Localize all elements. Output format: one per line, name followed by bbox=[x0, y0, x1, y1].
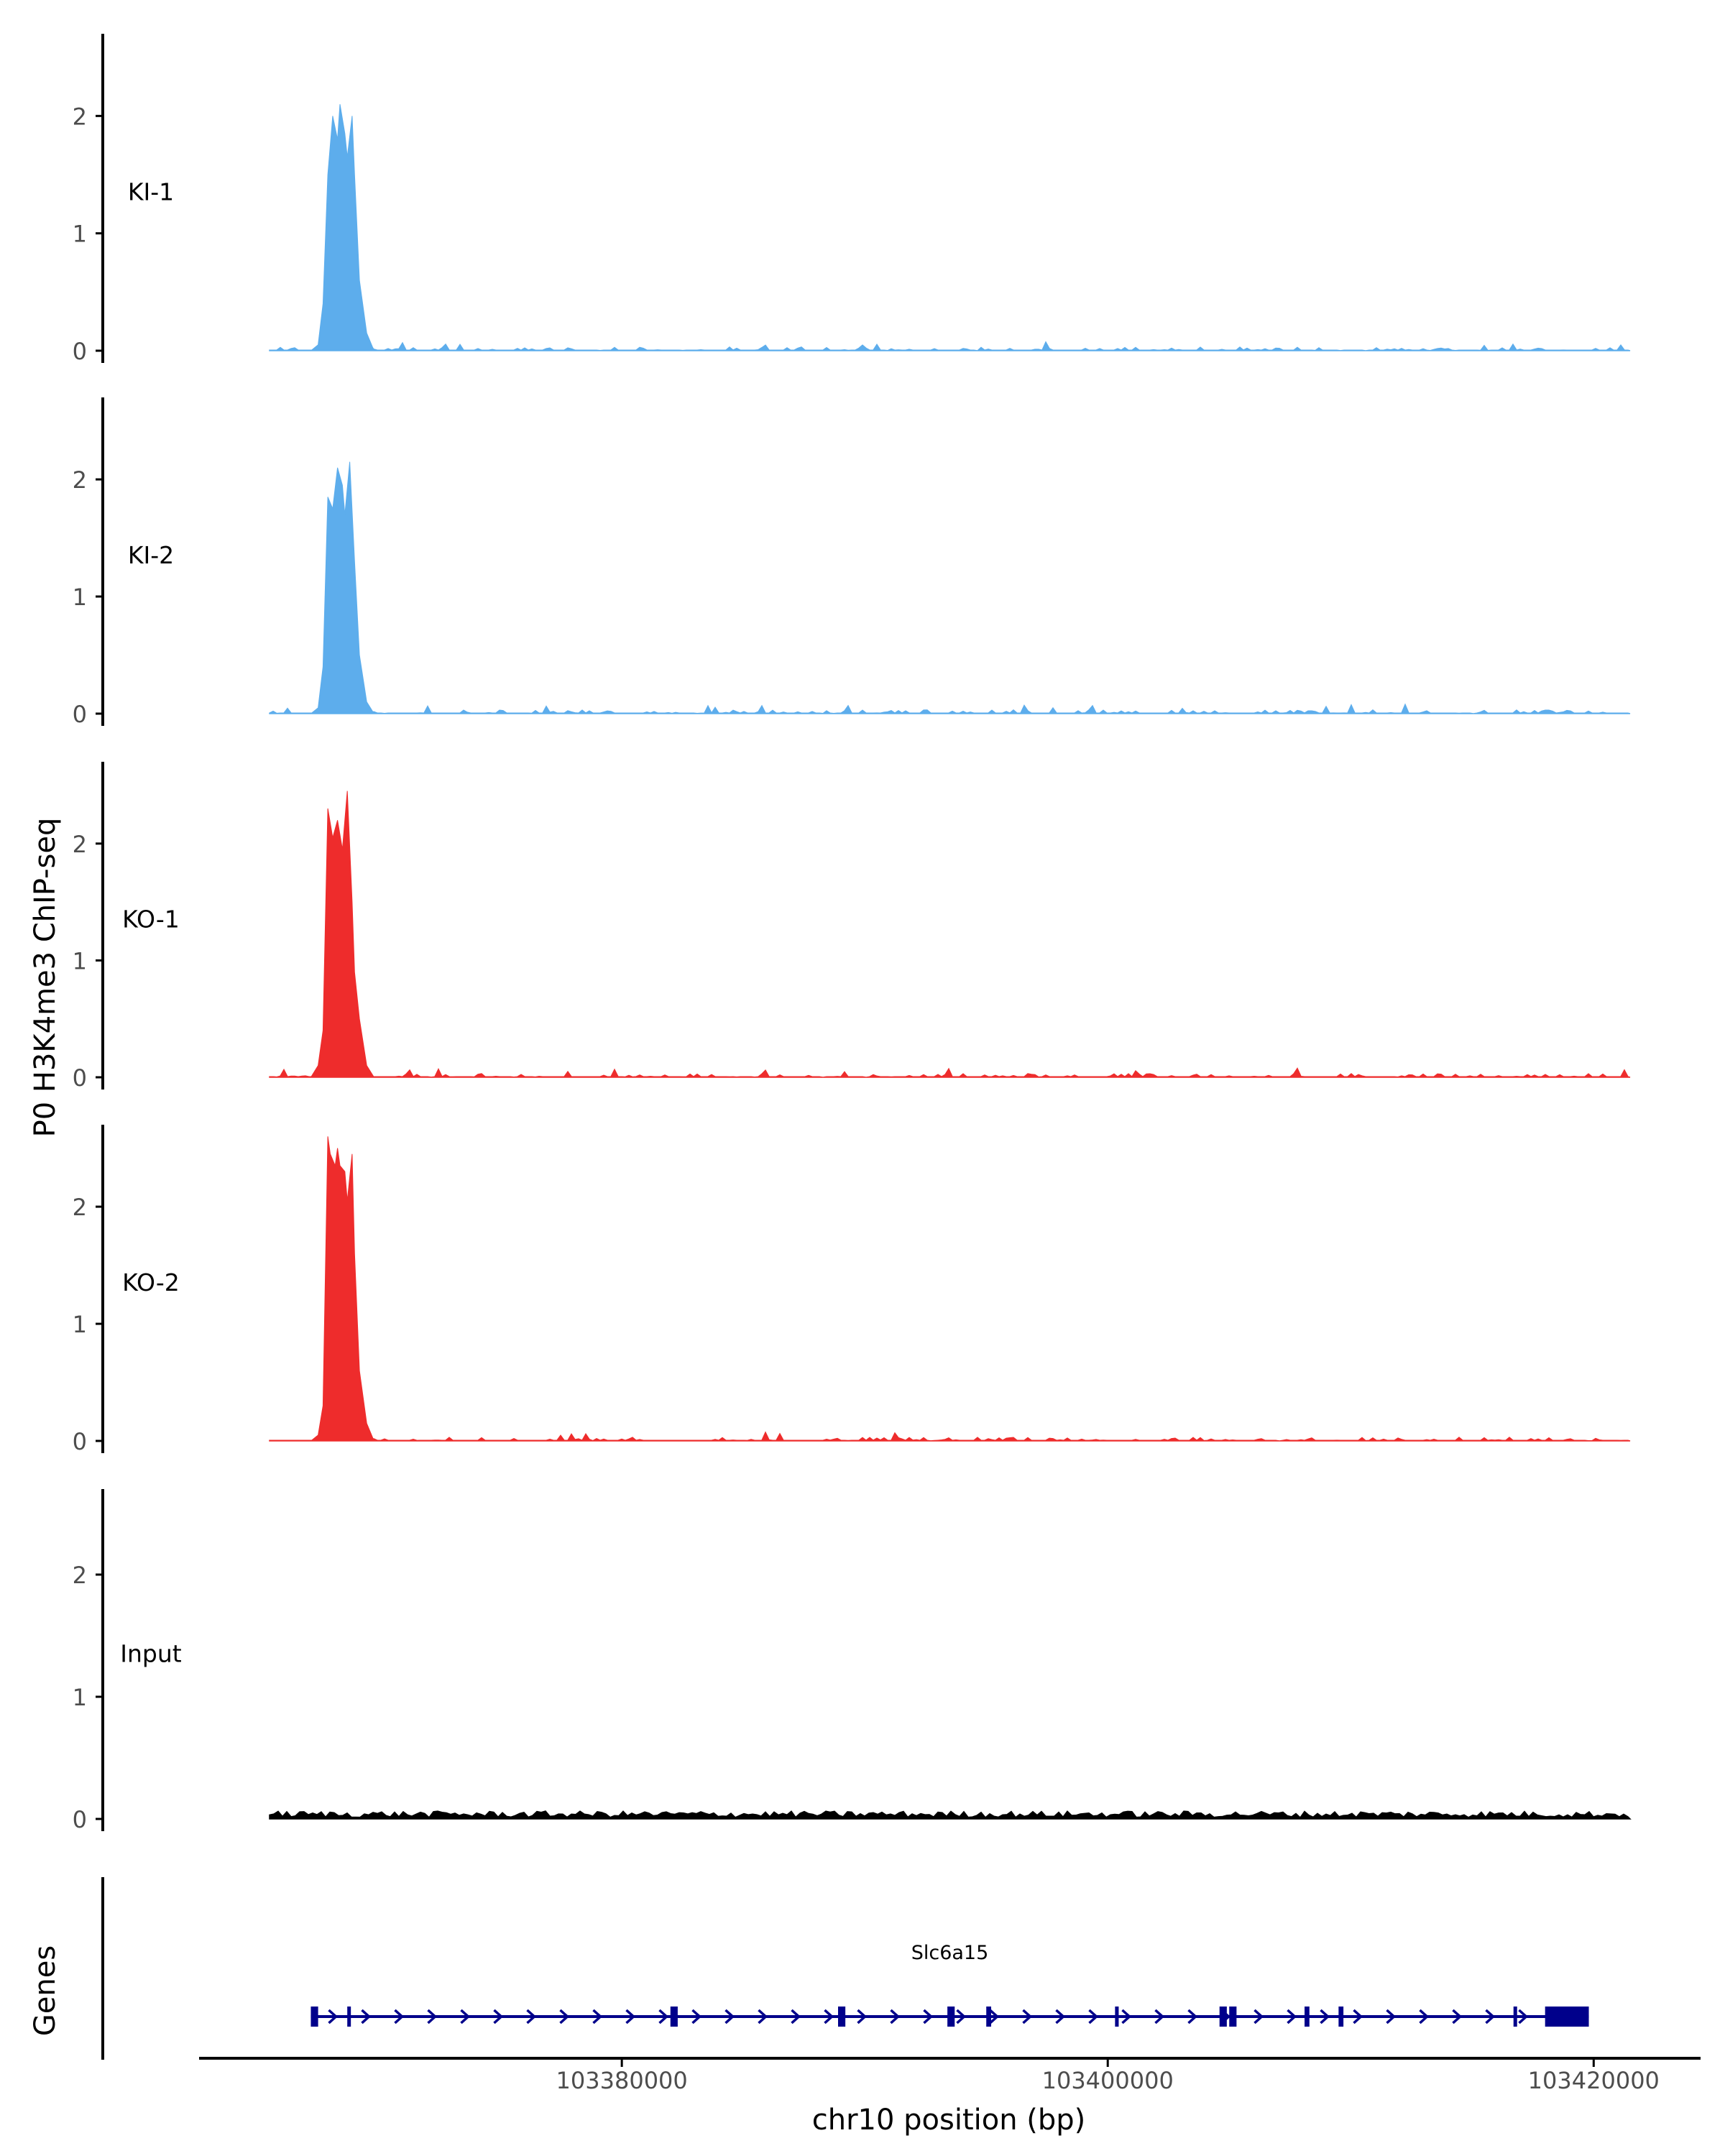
genes-axis-title: Genes bbox=[29, 1945, 62, 2036]
track-ki-2: 0 1 2 KI-2 bbox=[73, 397, 1631, 728]
strand-arrow bbox=[394, 2009, 405, 2024]
strand-arrow bbox=[1022, 2009, 1033, 2024]
strand-arrow bbox=[1187, 2009, 1198, 2024]
exon bbox=[1219, 2007, 1227, 2027]
strand-arrow bbox=[1419, 2009, 1430, 2024]
strand-arrow bbox=[1154, 2009, 1165, 2024]
exon bbox=[947, 2007, 955, 2027]
track-ki-1: 0 1 2 KI-1 bbox=[73, 34, 1631, 365]
y-tick-label: 1 bbox=[73, 947, 87, 975]
strand-arrow bbox=[1485, 2009, 1496, 2024]
strand-arrow bbox=[824, 2009, 834, 2024]
strand-arrow bbox=[1088, 2009, 1099, 2024]
strand-arrow bbox=[328, 2009, 339, 2024]
strand-arrow bbox=[493, 2009, 504, 2024]
track-label: KI-1 bbox=[128, 178, 174, 206]
x-tick-label: 103400000 bbox=[1042, 2067, 1174, 2094]
strand-arrow bbox=[1386, 2009, 1397, 2024]
signal-tracks: 0 1 2 KI-1 0 1 2 KI-2 0 1 2 KO-1 0 1 2 KO-2 0 1 2 Input bbox=[73, 34, 1632, 1833]
background-signal bbox=[269, 1067, 1631, 1078]
track-label: KO-1 bbox=[122, 906, 180, 934]
track-input: 0 1 2 Input bbox=[73, 1489, 1632, 1833]
background-signal bbox=[269, 1431, 1631, 1442]
exon bbox=[1115, 2007, 1119, 2027]
exon bbox=[1513, 2007, 1517, 2027]
strand-arrow bbox=[1353, 2009, 1363, 2024]
y-tick-label: 1 bbox=[73, 1311, 87, 1338]
signal-peak bbox=[310, 103, 375, 351]
signal-peak bbox=[310, 791, 375, 1078]
y-tick-label: 0 bbox=[73, 338, 87, 365]
strand-arrow bbox=[857, 2009, 868, 2024]
exon bbox=[1545, 2007, 1589, 2027]
y-tick-label: 1 bbox=[73, 221, 87, 248]
exon bbox=[838, 2007, 846, 2027]
x-axis-title: chr10 position (bp) bbox=[812, 2104, 1086, 2137]
strand-arrow bbox=[691, 2009, 702, 2024]
strand-arrow bbox=[460, 2009, 471, 2024]
exon bbox=[670, 2007, 678, 2027]
y-tick-label: 2 bbox=[73, 1194, 87, 1221]
exon bbox=[310, 2007, 318, 2027]
background-signal bbox=[269, 703, 1631, 714]
exon bbox=[1338, 2007, 1344, 2027]
strand-arrow bbox=[989, 2009, 1000, 2024]
exon bbox=[1229, 2007, 1237, 2027]
gene-name: Slc6a15 bbox=[911, 1942, 989, 1964]
exon bbox=[347, 2007, 351, 2027]
strand-arrow bbox=[1320, 2009, 1330, 2024]
y-tick-label: 0 bbox=[73, 1428, 87, 1455]
track-label: Input bbox=[120, 1640, 182, 1668]
strand-arrow bbox=[526, 2009, 537, 2024]
y-tick-label: 2 bbox=[73, 103, 87, 130]
track-ko-1: 0 1 2 KO-1 bbox=[73, 762, 1631, 1092]
x-tick-label: 103420000 bbox=[1528, 2067, 1660, 2094]
track-ko-2: 0 1 2 KO-2 bbox=[73, 1125, 1631, 1455]
strand-arrow bbox=[361, 2009, 372, 2024]
track-label: KO-2 bbox=[122, 1268, 180, 1296]
strand-arrow bbox=[1452, 2009, 1463, 2024]
strand-arrow bbox=[923, 2009, 934, 2024]
strand-arrow bbox=[1287, 2009, 1297, 2024]
strand-arrow bbox=[592, 2009, 603, 2024]
x-tick-label: 103380000 bbox=[556, 2067, 688, 2094]
gene-slc6a15: Slc6a15 bbox=[310, 1942, 1589, 2027]
y-axis-title: P0 H3K4me3 ChIP-seq bbox=[29, 818, 62, 1138]
strand-arrow bbox=[758, 2009, 768, 2024]
strand-arrow bbox=[1055, 2009, 1066, 2024]
y-tick-label: 0 bbox=[73, 701, 87, 728]
strand-arrow bbox=[1518, 2009, 1529, 2024]
strand-arrow bbox=[625, 2009, 636, 2024]
x-axis: 103380000 103400000 103420000 bbox=[199, 2057, 1701, 2094]
background-signal bbox=[269, 341, 1631, 351]
signal-peak bbox=[310, 461, 375, 714]
strand-arrow bbox=[427, 2009, 438, 2024]
background-signal bbox=[269, 1810, 1632, 1820]
strand-arrow bbox=[1121, 2009, 1132, 2024]
strand-arrow bbox=[890, 2009, 901, 2024]
y-tick-label: 1 bbox=[73, 584, 87, 611]
signal-peak bbox=[310, 1136, 375, 1442]
track-label: KI-2 bbox=[128, 541, 174, 569]
y-tick-label: 1 bbox=[73, 1684, 87, 1711]
y-tick-label: 2 bbox=[73, 831, 87, 858]
exon bbox=[1305, 2007, 1310, 2027]
strand-arrow bbox=[956, 2009, 967, 2024]
genes-panel: Slc6a15 bbox=[101, 1877, 1589, 2060]
y-tick-label: 2 bbox=[73, 1562, 87, 1589]
strand-arrow bbox=[658, 2009, 669, 2024]
strand-arrow bbox=[724, 2009, 735, 2024]
strand-arrow bbox=[791, 2009, 801, 2024]
strand-arrow bbox=[559, 2009, 570, 2024]
exon bbox=[986, 2007, 991, 2027]
y-tick-label: 0 bbox=[73, 1806, 87, 1833]
strand-arrow bbox=[1254, 2009, 1264, 2024]
y-tick-label: 2 bbox=[73, 466, 87, 494]
y-tick-label: 0 bbox=[73, 1064, 87, 1092]
